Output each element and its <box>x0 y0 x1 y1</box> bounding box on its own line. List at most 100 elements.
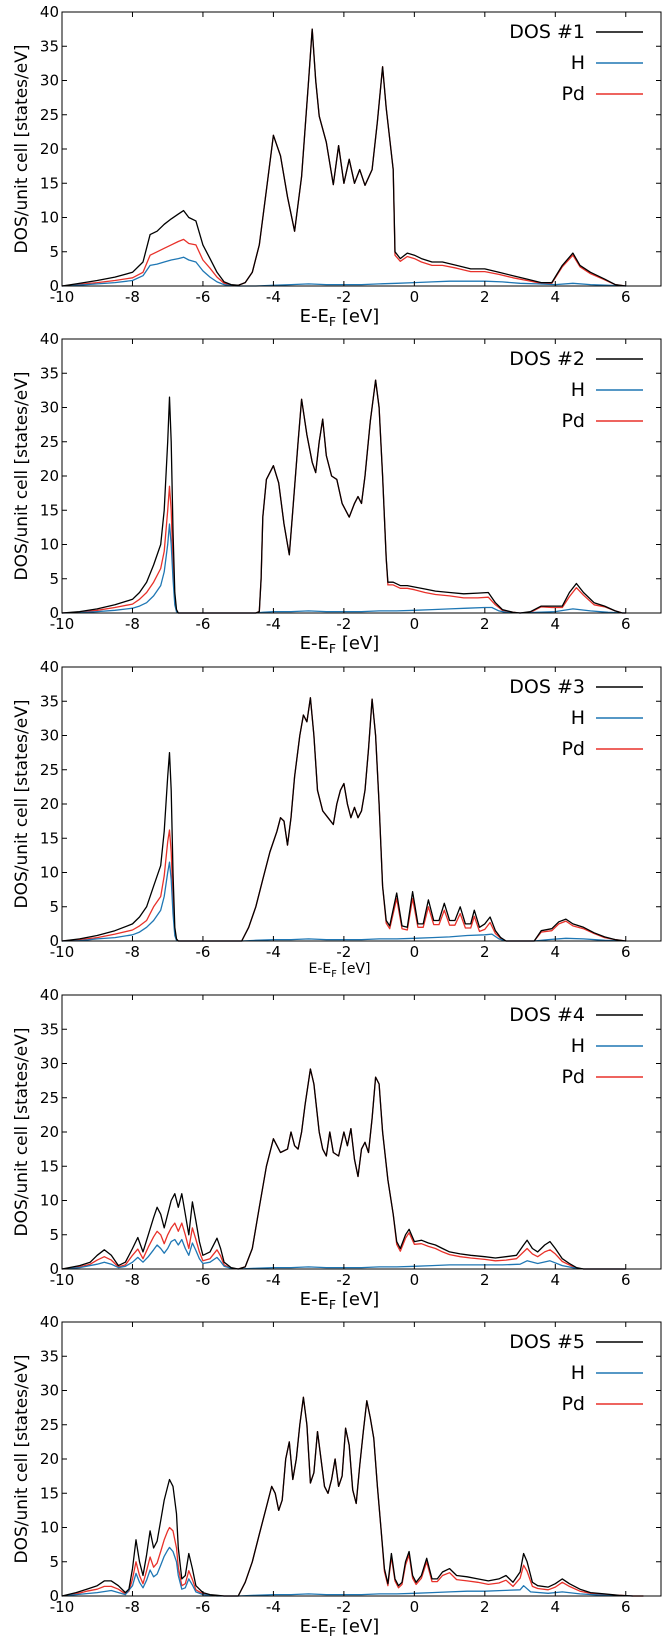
x-tick-label: 4 <box>551 615 561 633</box>
legend: DOS #3 H Pd <box>509 676 643 760</box>
legend-label-h: H <box>571 1035 585 1057</box>
x-tick-label: -10 <box>50 1598 75 1616</box>
y-tick-label: 40 <box>40 658 59 676</box>
y-tick-label: 25 <box>40 761 59 779</box>
y-tick-label: 30 <box>40 1382 59 1400</box>
y-tick-label: 15 <box>40 501 59 519</box>
x-tick-label: -8 <box>125 1271 140 1289</box>
x-axis-label: E-EF [eV] <box>300 633 380 656</box>
x-axis-label: E-EF [eV] <box>309 961 371 980</box>
dos-panel-3: 0 5 10 15 20 25 30 35 40 -10 -8 -6 -4 -2 0 2 4 6 E-EF [eV]… <box>12 658 662 980</box>
y-tick-label: 5 <box>49 1226 59 1244</box>
x-tick-label: -4 <box>266 1598 281 1616</box>
y-tick-label: 5 <box>49 898 59 916</box>
x-tick-label: -6 <box>195 1598 210 1616</box>
legend: DOS #4 H Pd <box>509 1004 643 1088</box>
y-tick-label: 10 <box>40 864 59 882</box>
x-tick-label: 4 <box>551 1598 561 1616</box>
y-tick-label: 5 <box>49 1553 59 1571</box>
y-tick-label: 40 <box>40 1313 59 1331</box>
x-axis-label: E-EF [eV] <box>300 1289 380 1312</box>
x-tick-label: 0 <box>410 288 420 306</box>
x-tick-label: 4 <box>551 1271 561 1289</box>
y-tick-label: 30 <box>40 1055 59 1073</box>
series-line-pd <box>61 697 626 942</box>
y-tick-label: 0 <box>49 277 59 295</box>
y-axis-label: DOS/unit cell [states/eV] <box>12 45 32 254</box>
series-line-pd <box>61 1396 644 1597</box>
x-tick-label: -4 <box>266 1271 281 1289</box>
series-line-total <box>61 379 626 614</box>
x-tick-label: -6 <box>195 943 210 961</box>
x-tick-label: -4 <box>266 943 281 961</box>
legend-label-h: H <box>571 1362 585 1384</box>
legend-label-total: DOS #5 <box>509 1331 585 1353</box>
y-tick-label: 0 <box>49 1587 59 1605</box>
legend-label-pd: Pd <box>561 1393 585 1415</box>
x-tick-label: -10 <box>50 943 75 961</box>
x-tick-label: -6 <box>195 615 210 633</box>
x-tick-label: -10 <box>50 615 75 633</box>
series-line-h <box>61 1546 633 1597</box>
legend: DOS #1 H Pd <box>509 21 643 105</box>
y-axis-label: DOS/unit cell [states/eV] <box>12 372 32 581</box>
y-tick-label: 5 <box>49 570 59 588</box>
x-tick-label: -4 <box>266 615 281 633</box>
series-line-pd <box>61 379 626 614</box>
legend-label-total: DOS #4 <box>509 1004 585 1026</box>
y-tick-label: 15 <box>40 1157 59 1175</box>
y-tick-label: 25 <box>40 1416 59 1434</box>
x-tick-label: -2 <box>336 1598 351 1616</box>
y-tick-label: 35 <box>40 37 59 55</box>
y-tick-label: 35 <box>40 692 59 710</box>
x-tick-label: -8 <box>125 943 140 961</box>
x-tick-label: -8 <box>125 288 140 306</box>
x-tick-label: 6 <box>621 1271 631 1289</box>
legend-label-h: H <box>571 707 585 729</box>
series-line-total <box>61 1396 644 1597</box>
y-tick-label: 15 <box>40 829 59 847</box>
series-line-total <box>61 1068 626 1270</box>
y-tick-label: 20 <box>40 1450 59 1468</box>
legend-label-total: DOS #1 <box>509 21 585 43</box>
dos-panel-1: 0 5 10 15 20 25 30 35 40 -10 -8 -6 -4 -2 0 2 4 6 E-EF [eV]… <box>12 3 662 329</box>
series-line-h <box>61 523 626 614</box>
y-tick-label: 10 <box>40 209 59 227</box>
y-tick-label: 40 <box>40 3 59 21</box>
x-tick-label: 2 <box>480 288 490 306</box>
y-tick-label: 35 <box>40 1347 59 1365</box>
legend: DOS #2 H Pd <box>509 348 643 432</box>
y-tick-label: 40 <box>40 986 59 1004</box>
legend-label-pd: Pd <box>561 1066 585 1088</box>
series-line-total <box>61 28 626 287</box>
x-tick-label: 2 <box>480 1271 490 1289</box>
y-tick-label: 0 <box>49 604 59 622</box>
x-tick-label: -10 <box>50 288 75 306</box>
x-tick-label: -8 <box>125 615 140 633</box>
x-tick-label: -2 <box>336 1271 351 1289</box>
y-tick-label: 30 <box>40 399 59 417</box>
legend-label-h: H <box>571 52 585 74</box>
legend-label-total: DOS #2 <box>509 348 585 370</box>
y-tick-label: 5 <box>49 243 59 261</box>
dos-panel-2: 0 5 10 15 20 25 30 35 40 -10 -8 -6 -4 -2 0 2 4 6 E-EF [eV]… <box>12 330 662 656</box>
y-tick-label: 35 <box>40 1020 59 1038</box>
x-tick-label: 6 <box>621 943 631 961</box>
y-tick-label: 25 <box>40 433 59 451</box>
y-tick-label: 10 <box>40 1519 59 1537</box>
series-line-h <box>61 861 626 942</box>
y-tick-label: 20 <box>40 1123 59 1141</box>
y-tick-label: 15 <box>40 1484 59 1502</box>
legend-label-total: DOS #3 <box>509 676 585 698</box>
y-tick-label: 10 <box>40 1192 59 1210</box>
x-tick-label: 0 <box>410 943 420 961</box>
y-tick-label: 30 <box>40 72 59 90</box>
x-tick-label: -2 <box>336 288 351 306</box>
y-tick-label: 30 <box>40 727 59 745</box>
y-axis-label: DOS/unit cell [states/eV] <box>12 1355 32 1564</box>
x-tick-label: 0 <box>410 1598 420 1616</box>
legend: DOS #5 H Pd <box>509 1331 643 1415</box>
x-tick-label: 6 <box>621 1598 631 1616</box>
y-tick-label: 0 <box>49 932 59 950</box>
